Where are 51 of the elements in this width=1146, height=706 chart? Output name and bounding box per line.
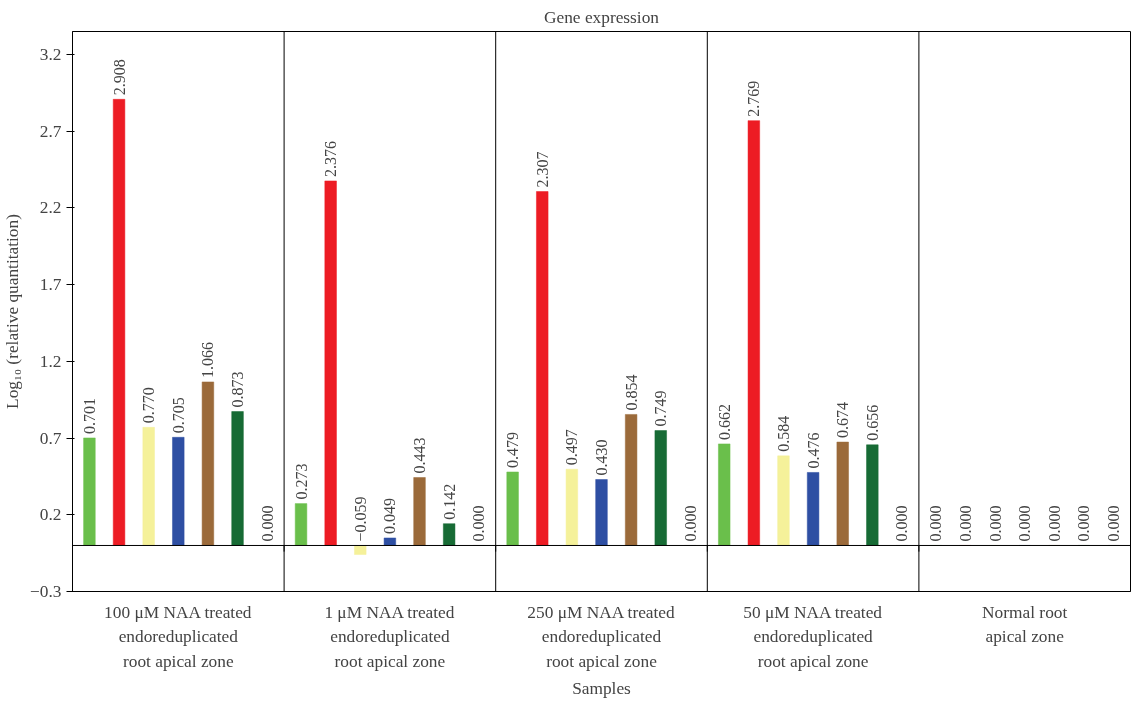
data-label: 0.000 — [956, 505, 974, 542]
data-label: 0.000 — [1016, 505, 1034, 542]
x-tick-label: 100 μM NAA treated endoreduplicated root apical zone — [104, 602, 252, 671]
y-tick-label: 0.2 — [39, 505, 62, 525]
data-label: 0.000 — [927, 505, 945, 542]
x-tick-label: Normal root apical zone — [982, 602, 1068, 647]
y-tick-label: 2.7 — [39, 121, 62, 141]
data-label: 0.049 — [381, 497, 399, 534]
x-axis-title: Samples — [572, 678, 632, 698]
y-tick-label: 1.2 — [39, 351, 62, 371]
data-label: 0.443 — [411, 437, 429, 474]
data-label: 0.749 — [652, 390, 670, 427]
chart-title: Gene expression — [544, 7, 660, 27]
x-tick-label: 250 μM NAA treated endoreduplicated root apical zone — [527, 602, 676, 671]
y-tick-label: 2.2 — [39, 198, 62, 218]
y-tick-label: 3.2 — [39, 45, 62, 65]
data-label: 0.000 — [1105, 505, 1123, 542]
x-tick-label: 50 μM NAA treated endoreduplicated root apical zone — [743, 602, 883, 671]
data-label: −0.059 — [351, 496, 369, 542]
data-label: 0.479 — [504, 431, 522, 468]
y-tick-label: 1.7 — [39, 275, 62, 295]
data-label: 0.000 — [1045, 505, 1063, 542]
data-label: 0.000 — [1075, 505, 1093, 542]
data-label: 0.000 — [470, 505, 488, 542]
data-label: 0.497 — [563, 429, 581, 466]
data-label: 2.307 — [533, 151, 551, 188]
data-label: 0.000 — [986, 505, 1004, 542]
data-label: 0.662 — [715, 403, 733, 440]
data-label: 0.430 — [593, 439, 610, 476]
data-label: 0.000 — [893, 505, 911, 542]
data-label: 0.854 — [622, 374, 640, 411]
x-tick-label: 1 μM NAA treated endoreduplicated root apical zone — [324, 602, 455, 671]
data-label: 0.476 — [804, 432, 822, 469]
y-axis-title: Log₁₀ (relative quantitation) — [3, 213, 23, 409]
data-label: 0.873 — [229, 371, 247, 408]
data-label: 0.656 — [863, 404, 881, 441]
data-label: 0.142 — [440, 483, 458, 520]
data-label: 2.769 — [745, 80, 763, 117]
data-label: 0.584 — [774, 415, 792, 452]
data-label: 0.000 — [681, 505, 699, 542]
data-label: 2.376 — [322, 140, 340, 177]
data-label: 1.066 — [199, 341, 217, 378]
data-label: 0.701 — [80, 397, 98, 434]
data-label: 0.674 — [834, 402, 852, 439]
data-label: 2.908 — [110, 59, 128, 96]
y-tick-label: −0.3 — [30, 582, 62, 601]
data-label: 0.273 — [292, 463, 310, 500]
y-tick-label: 0.7 — [39, 428, 62, 448]
data-label: 0.770 — [140, 387, 158, 424]
data-label: 0.000 — [258, 505, 276, 542]
data-label: 0.705 — [169, 397, 187, 434]
